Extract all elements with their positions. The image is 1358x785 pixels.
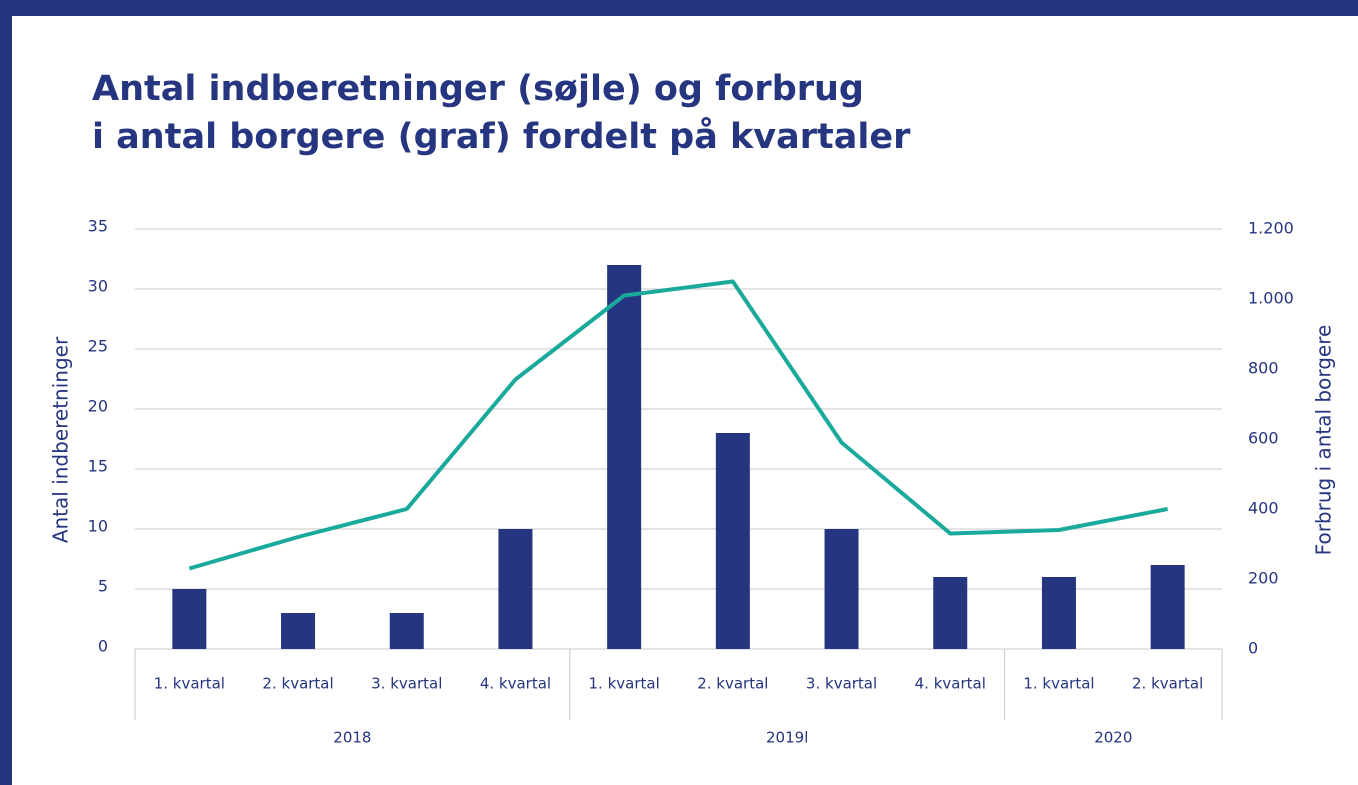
x-tick-label: 1. kvartal — [589, 675, 660, 693]
y-tick-label: 5 — [98, 577, 108, 596]
bar — [172, 589, 207, 649]
y-tick-label: 15 — [88, 457, 108, 476]
x-tick-label: 2. kvartal — [697, 675, 768, 693]
x-tick-label: 2. kvartal — [1132, 675, 1203, 693]
y-tick-label: 0 — [98, 637, 108, 656]
y-tick-label: 25 — [88, 337, 108, 356]
frame-top — [0, 0, 1358, 16]
y2-axis-title: Forbrug i antal borgere — [1312, 325, 1336, 556]
y-tick-label: 20 — [88, 397, 108, 416]
y-tick-label: 10 — [88, 517, 108, 536]
bar — [715, 433, 750, 649]
y2-tick-label: 600 — [1248, 429, 1279, 448]
bar — [281, 613, 316, 649]
group-label: 2019l — [766, 729, 808, 747]
y-tick-label: 35 — [88, 217, 108, 236]
group-label: 2018 — [333, 729, 371, 747]
bar — [389, 613, 424, 649]
y2-tick-label: 200 — [1248, 569, 1279, 588]
x-tick-label: 1. kvartal — [154, 675, 225, 693]
line — [188, 279, 1169, 571]
bar — [1150, 565, 1185, 649]
y-tick-label: 30 — [88, 277, 108, 296]
x-tick-label: 4. kvartal — [915, 675, 986, 693]
bar — [1041, 577, 1076, 649]
bar — [607, 265, 642, 649]
chart-title: Antal indberetninger (søjle) og forbrug — [92, 69, 864, 109]
x-tick-label: 1. kvartal — [1023, 675, 1094, 693]
y2-tick-label: 400 — [1248, 499, 1279, 518]
x-tick-label: 4. kvartal — [480, 675, 551, 693]
y-axis-title: Antal indberetninger — [49, 336, 73, 543]
bar — [824, 529, 859, 649]
y2-tick-label: 800 — [1248, 359, 1279, 378]
group-label: 2020 — [1094, 729, 1132, 747]
bar — [498, 529, 533, 649]
y2-tick-label: 1.000 — [1248, 289, 1294, 308]
x-tick-label: 2. kvartal — [262, 675, 333, 693]
frame-left — [0, 0, 12, 785]
x-tick-label: 3. kvartal — [371, 675, 442, 693]
y2-tick-label: 0 — [1248, 639, 1258, 658]
x-tick-label: 3. kvartal — [806, 675, 877, 693]
chart-title: i antal borgere (graf) fordelt på kvarta… — [92, 116, 911, 157]
bar — [933, 577, 968, 649]
y2-tick-label: 1.200 — [1248, 219, 1294, 238]
